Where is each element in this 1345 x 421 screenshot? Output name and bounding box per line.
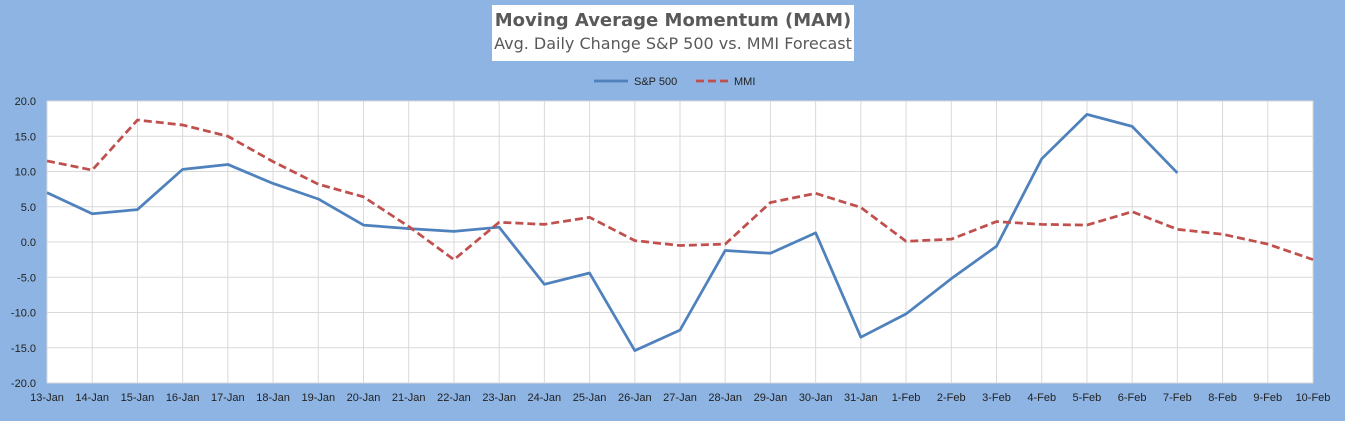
y-tick-label: 0.0	[21, 237, 36, 249]
x-tick-label: 28-Jan	[708, 392, 742, 404]
y-tick-label: 5.0	[21, 202, 36, 214]
x-tick-label: 15-Jan	[121, 392, 155, 404]
x-tick-label: 7-Feb	[1163, 392, 1192, 404]
legend: S&P 500 MMI	[594, 76, 755, 88]
y-tick-label: -10.0	[11, 308, 36, 320]
series-layer	[46, 113, 1314, 352]
x-tick-label: 8-Feb	[1208, 392, 1237, 404]
y-tick-label: -5.0	[17, 272, 36, 284]
x-tick-label: 19-Jan	[301, 392, 335, 404]
x-tick-label: 16-Jan	[166, 392, 200, 404]
x-tick-label: 24-Jan	[528, 392, 562, 404]
x-tick-label: 2-Feb	[937, 392, 966, 404]
x-tick-label: 9-Feb	[1253, 392, 1282, 404]
x-tick-label: 30-Jan	[799, 392, 833, 404]
y-tick-label: -20.0	[11, 378, 36, 390]
chart-subtitle: Avg. Daily Change S&P 500 vs. MMI Foreca…	[494, 34, 852, 53]
chart-title-box: Moving Average Momentum (MAM) Avg. Daily…	[492, 5, 854, 61]
y-tick-label: 10.0	[15, 167, 36, 179]
x-tick-label: 13-Jan	[30, 392, 64, 404]
x-tick-label: 6-Feb	[1118, 392, 1147, 404]
x-tick-label: 22-Jan	[437, 392, 471, 404]
chart-title: Moving Average Momentum (MAM)	[494, 10, 852, 31]
y-tick-label: 20.0	[15, 96, 36, 108]
x-tick-label: 1-Feb	[892, 392, 921, 404]
x-tick-label: 10-Feb	[1296, 392, 1331, 404]
x-tick-label: 31-Jan	[844, 392, 878, 404]
legend-label: S&P 500	[634, 76, 677, 88]
series-line-mmi	[46, 118, 1314, 262]
x-tick-label: 21-Jan	[392, 392, 426, 404]
x-tick-label: 25-Jan	[573, 392, 607, 404]
x-tick-label: 4-Feb	[1027, 392, 1056, 404]
x-tick-label: 29-Jan	[754, 392, 788, 404]
x-tick-label: 18-Jan	[256, 392, 290, 404]
x-tick-label: 5-Feb	[1073, 392, 1102, 404]
y-tick-label: 15.0	[15, 131, 36, 143]
x-tick-label: 14-Jan	[75, 392, 109, 404]
x-tick-label: 27-Jan	[663, 392, 697, 404]
x-tick-label: 3-Feb	[982, 392, 1011, 404]
y-tick-label: -15.0	[11, 343, 36, 355]
axes: -20.0 -15.0 -10.0 -5.0 0.0 5.0 10.0 15.0 20.0 13-…	[11, 96, 1331, 404]
legend-label: MMI	[734, 76, 755, 88]
x-tick-label: 26-Jan	[618, 392, 652, 404]
x-tick-label: 23-Jan	[482, 392, 516, 404]
x-tick-label: 20-Jan	[347, 392, 381, 404]
x-tick-label: 17-Jan	[211, 392, 245, 404]
series-line-sp500	[46, 113, 1179, 352]
